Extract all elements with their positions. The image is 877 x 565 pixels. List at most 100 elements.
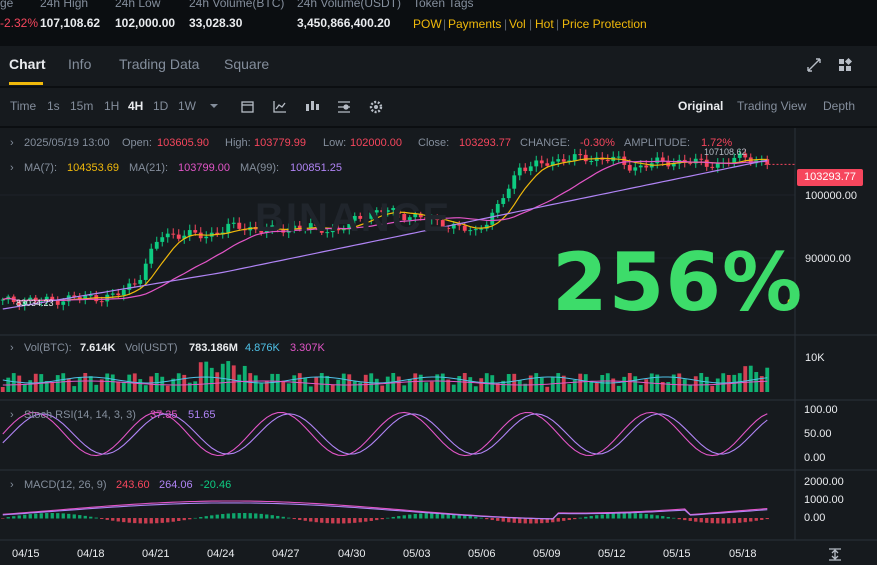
layout-grid-icon[interactable]	[839, 57, 853, 71]
macd-hist-bar	[138, 518, 142, 524]
candle-body	[259, 229, 264, 233]
vol-usdt-value: 783.186M	[189, 342, 238, 354]
candle-body	[495, 203, 500, 213]
macd-axis-tick: 1000.00	[804, 494, 844, 506]
collapse-arrow-icon[interactable]: ›	[10, 342, 14, 354]
macd-hist-bar	[650, 514, 654, 519]
amplitude-label: AMPLITUDE:	[624, 137, 691, 149]
collapse-arrow-icon[interactable]: ›	[10, 137, 14, 149]
interval-1h[interactable]: 1H	[104, 99, 120, 113]
tag-separator: |	[556, 17, 560, 31]
macd-hist-bar	[254, 513, 258, 519]
chart-area[interactable]	[0, 128, 877, 565]
macd-hist-bar	[171, 518, 175, 522]
volume-bar	[688, 384, 693, 392]
macd-hist-bar	[182, 518, 186, 521]
candle-body	[308, 223, 313, 229]
grid-lines	[0, 128, 877, 541]
view-depth[interactable]: Depth	[823, 99, 856, 113]
candle-body	[737, 153, 742, 158]
macd-hist-bar	[738, 518, 742, 523]
interval-1w[interactable]: 1W	[178, 99, 196, 113]
volume-bar	[457, 376, 462, 392]
macd-hist-bar	[512, 518, 516, 523]
vol-usdt-label: Vol(USDT)	[125, 342, 178, 354]
macd-hist-bar	[507, 518, 511, 523]
macd-hist-bar	[155, 518, 159, 524]
volume-bar	[292, 375, 297, 392]
macd-hist-bar	[320, 518, 324, 523]
change-percent: -2.32%	[0, 16, 39, 30]
tag-price-protection[interactable]: Price Protection	[562, 17, 647, 31]
tab-square[interactable]: Square	[224, 56, 270, 72]
macd-hist-bar	[127, 518, 131, 523]
chevron-down-icon[interactable]	[210, 104, 218, 108]
candle-body	[440, 220, 445, 229]
collapse-arrow-icon[interactable]: ›	[10, 409, 14, 421]
vol-btc-value: 7.614K	[80, 342, 116, 354]
interval-1s[interactable]: 1s	[47, 99, 60, 113]
volume-bar	[550, 377, 555, 392]
candle-body	[523, 167, 528, 172]
candlestick-icon[interactable]	[306, 101, 319, 111]
volume-bar	[638, 385, 643, 392]
candle-body	[567, 160, 572, 162]
macd-hist-bar	[12, 516, 16, 519]
low-value-ohlc: 102000.00	[350, 137, 402, 149]
volume-bar	[242, 365, 247, 392]
indicator-icon[interactable]	[338, 101, 350, 113]
tab-trading-data[interactable]: Trading Data	[119, 56, 200, 72]
volume-bar	[138, 379, 143, 392]
candle-body	[352, 215, 357, 221]
candle-body	[231, 222, 236, 224]
volume-bar	[715, 378, 720, 392]
macd-hist-bar	[358, 518, 362, 523]
candle-body	[237, 222, 242, 229]
macd-hist-bar	[529, 518, 533, 524]
candle-body	[655, 157, 660, 164]
interval-4h[interactable]: 4H	[128, 99, 144, 113]
date-tick: 04/27	[272, 548, 300, 560]
collapse-arrow-icon[interactable]: ›	[10, 479, 14, 491]
tab-info[interactable]: Info	[68, 56, 92, 72]
candle-body	[501, 198, 506, 204]
macd-hist-bar	[133, 518, 137, 524]
line-chart-icon[interactable]	[273, 101, 286, 113]
time-label: Time	[10, 99, 37, 113]
tag-separator: |	[504, 17, 508, 31]
tag-hot[interactable]: Hot	[535, 17, 554, 31]
candle-body	[550, 161, 555, 166]
macd-hist-bar	[578, 517, 582, 519]
expand-icon[interactable]	[807, 58, 821, 72]
view-original[interactable]: Original	[678, 99, 724, 113]
view-trading-view[interactable]: Trading View	[737, 99, 807, 113]
volume-bar	[187, 382, 192, 392]
tag-payments[interactable]: Payments	[448, 17, 502, 31]
macd-hist-bar	[463, 515, 467, 519]
ma21-label: MA(21):	[129, 162, 169, 174]
candle-body	[33, 297, 38, 302]
macd-hist-bar	[314, 518, 318, 523]
stat-label-partial: ge	[0, 0, 14, 10]
volume-bar	[308, 386, 313, 392]
calendar-icon[interactable]	[241, 101, 254, 113]
tag-vol[interactable]: Vol	[509, 17, 526, 31]
tab-chart[interactable]: Chart	[9, 56, 46, 72]
vol-btc-label: 24h Volume(BTC)	[189, 0, 285, 10]
interval-1d[interactable]: 1D	[153, 99, 169, 113]
collapse-arrow-icon[interactable]: ›	[10, 162, 14, 174]
candle-body	[743, 153, 748, 158]
macd-hist-bar	[408, 514, 412, 519]
interval-15m[interactable]: 15m	[70, 99, 94, 113]
macd-hist-bar	[61, 513, 65, 519]
candle-body	[336, 228, 341, 231]
volume-bar	[473, 386, 478, 392]
vol-ma1-value: 4.876K	[245, 342, 280, 354]
settings-gear-icon[interactable]	[369, 100, 383, 114]
tag-pow[interactable]: POW	[413, 17, 442, 31]
macd-hist-bar	[364, 518, 368, 522]
macd-hist-bar	[386, 517, 390, 519]
candle-body	[292, 225, 297, 229]
chart-markers	[764, 163, 795, 306]
